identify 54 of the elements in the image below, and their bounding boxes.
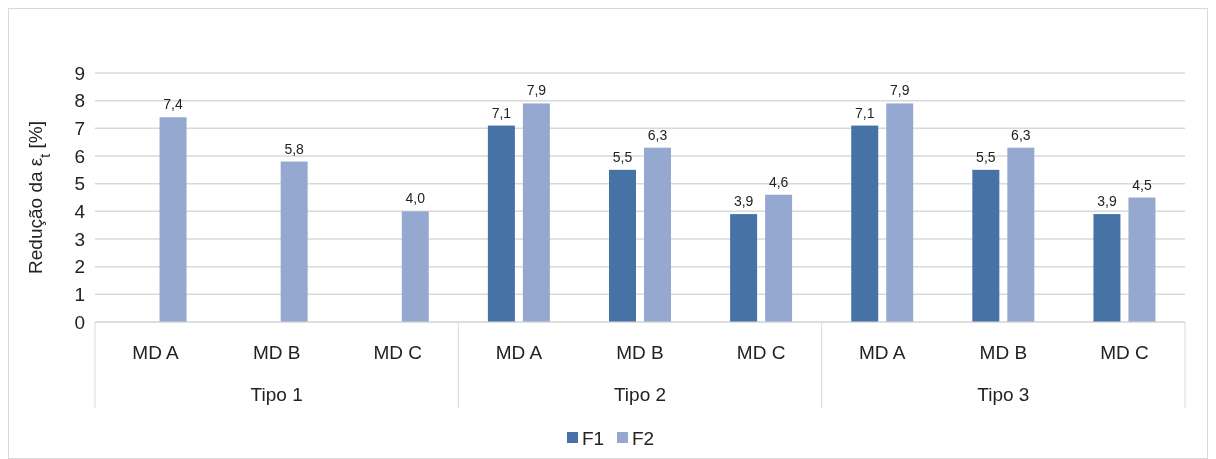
y-tick-label: 7: [74, 117, 85, 139]
bar: [1007, 147, 1035, 322]
legend-label: F1: [582, 427, 605, 449]
data-label: 5,5: [612, 148, 633, 165]
data-label: 4,0: [405, 190, 426, 207]
bar: [730, 214, 758, 322]
data-label: 4,6: [768, 173, 789, 190]
bar: [609, 169, 636, 322]
data-label: 7,1: [854, 104, 875, 121]
data-label: 6,3: [647, 126, 668, 143]
data-label: 3,9: [733, 193, 754, 210]
bar: [972, 169, 1000, 322]
bar: [487, 125, 515, 322]
data-label: 5,8: [284, 140, 305, 157]
x-tick-label: MD B: [616, 341, 664, 363]
bar: [851, 125, 879, 322]
y-tick-label: 6: [74, 145, 85, 167]
x-tick-label: MD A: [495, 341, 543, 363]
data-label: 4,5: [1132, 176, 1152, 193]
y-tick-label: 9: [74, 62, 85, 84]
data-label: 7,4: [163, 96, 183, 113]
x-tick-label: MD C: [373, 341, 423, 363]
data-label: 6,3: [1011, 126, 1031, 143]
bar: [1093, 214, 1121, 322]
bar: [765, 194, 793, 322]
bar: [401, 211, 429, 322]
y-tick-label: 5: [74, 173, 85, 195]
y-tick-label: 0: [74, 311, 85, 333]
x-tick-label: MD C: [736, 341, 786, 363]
data-label: 7,9: [889, 82, 910, 99]
legend-label: F2: [632, 427, 655, 449]
y-tick-label: 1: [74, 283, 85, 305]
bar: [1128, 197, 1156, 322]
text: Tipo 3: [977, 383, 1030, 405]
bar: [886, 103, 914, 322]
data-label: 3,9: [1097, 193, 1117, 210]
y-tick-label: 3: [74, 228, 85, 250]
text: Tipo 1: [250, 383, 303, 405]
data-label: 7,1: [491, 104, 512, 121]
y-tick-label: 8: [74, 90, 85, 112]
bar: [159, 117, 187, 322]
data-label: 5,5: [976, 148, 996, 165]
x-tick-label: MD A: [859, 341, 906, 363]
y-tick-label: 2: [74, 256, 85, 278]
data-label: 7,9: [526, 82, 547, 99]
bar: [522, 103, 550, 322]
x-tick-label: MD B: [252, 341, 301, 363]
x-tick-label: MD B: [979, 341, 1028, 363]
x-tick-label: MD C: [1100, 341, 1149, 363]
y-tick-label: 4: [74, 200, 86, 222]
x-tick-label: MD A: [132, 341, 180, 363]
bar: [280, 161, 308, 322]
bar: [644, 147, 671, 322]
text: Tipo 2: [613, 383, 667, 405]
